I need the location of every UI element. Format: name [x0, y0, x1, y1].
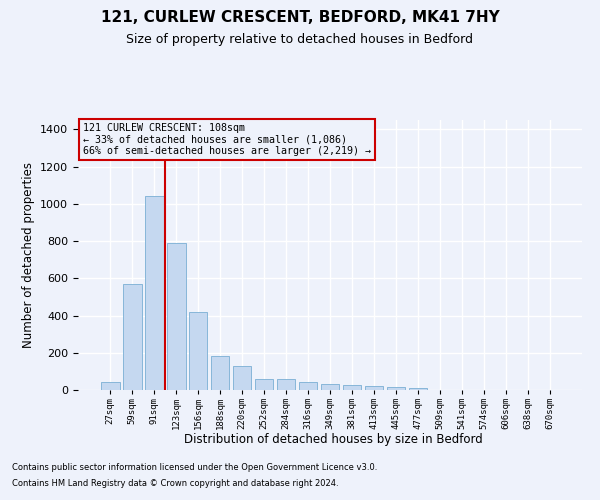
Bar [386, 387, 405, 390]
Bar [233, 366, 251, 390]
Bar [167, 243, 185, 390]
Bar [101, 382, 119, 390]
Text: 121, CURLEW CRESCENT, BEDFORD, MK41 7HY: 121, CURLEW CRESCENT, BEDFORD, MK41 7HY [101, 10, 499, 25]
Bar [365, 386, 383, 390]
Bar [343, 386, 361, 390]
Bar [255, 379, 274, 390]
Bar [123, 284, 142, 390]
Text: Distribution of detached houses by size in Bedford: Distribution of detached houses by size … [184, 432, 482, 446]
Text: Contains HM Land Registry data © Crown copyright and database right 2024.: Contains HM Land Registry data © Crown c… [12, 478, 338, 488]
Bar [409, 388, 427, 390]
Y-axis label: Number of detached properties: Number of detached properties [22, 162, 35, 348]
Text: 121 CURLEW CRESCENT: 108sqm
← 33% of detached houses are smaller (1,086)
66% of : 121 CURLEW CRESCENT: 108sqm ← 33% of det… [83, 122, 371, 156]
Text: Contains public sector information licensed under the Open Government Licence v3: Contains public sector information licen… [12, 464, 377, 472]
Text: Size of property relative to detached houses in Bedford: Size of property relative to detached ho… [127, 32, 473, 46]
Bar [320, 384, 340, 390]
Bar [277, 379, 295, 390]
Bar [145, 196, 164, 390]
Bar [299, 382, 317, 390]
Bar [189, 312, 208, 390]
Bar [211, 356, 229, 390]
